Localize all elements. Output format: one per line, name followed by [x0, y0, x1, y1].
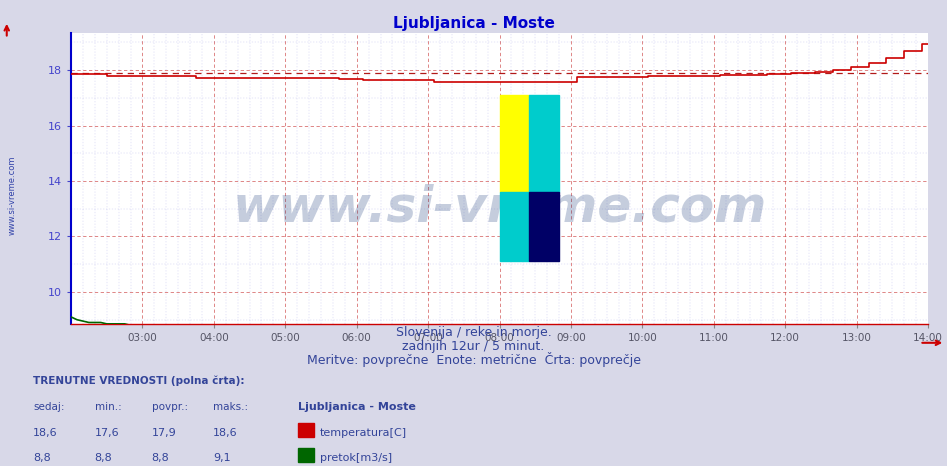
Text: Slovenija / reke in morje.: Slovenija / reke in morje.: [396, 327, 551, 339]
Text: 8,8: 8,8: [152, 453, 170, 463]
Text: Ljubljanica - Moste: Ljubljanica - Moste: [298, 402, 416, 412]
Text: pretok[m3/s]: pretok[m3/s]: [320, 453, 392, 463]
Text: povpr.:: povpr.:: [152, 402, 188, 412]
Text: TRENUTNE VREDNOSTI (polna črta):: TRENUTNE VREDNOSTI (polna črta):: [33, 376, 244, 386]
Bar: [500, 192, 529, 261]
Text: maks.:: maks.:: [213, 402, 248, 412]
Text: 18,6: 18,6: [33, 428, 58, 438]
Text: zadnjih 12ur / 5 minut.: zadnjih 12ur / 5 minut.: [402, 341, 545, 353]
Text: temperatura[C]: temperatura[C]: [320, 428, 407, 438]
Text: 17,6: 17,6: [95, 428, 119, 438]
Text: Meritve: povprečne  Enote: metrične  Črta: povprečje: Meritve: povprečne Enote: metrične Črta:…: [307, 352, 640, 367]
Bar: [529, 95, 559, 192]
Bar: [500, 95, 529, 192]
Text: sedaj:: sedaj:: [33, 402, 64, 412]
Text: www.si-vreme.com: www.si-vreme.com: [8, 156, 17, 235]
Text: 18,6: 18,6: [213, 428, 238, 438]
Text: Ljubljanica - Moste: Ljubljanica - Moste: [393, 16, 554, 31]
Text: 8,8: 8,8: [33, 453, 51, 463]
Text: www.si-vreme.com: www.si-vreme.com: [232, 183, 767, 232]
Text: 17,9: 17,9: [152, 428, 176, 438]
Bar: [529, 192, 559, 261]
Text: 8,8: 8,8: [95, 453, 113, 463]
Text: min.:: min.:: [95, 402, 121, 412]
Text: 9,1: 9,1: [213, 453, 231, 463]
